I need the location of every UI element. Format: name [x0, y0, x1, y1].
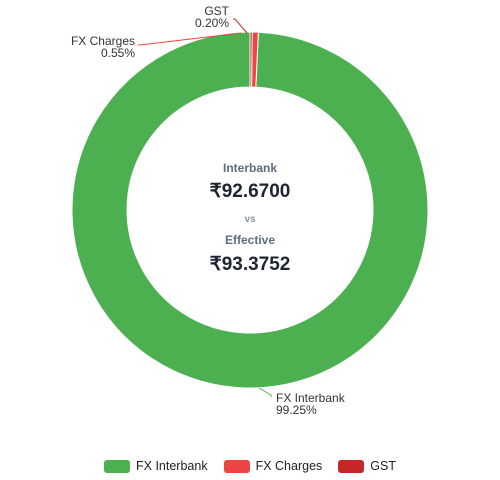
callout-line [258, 387, 272, 397]
center-line2-label: Effective [224, 233, 276, 247]
legend-label: FX Interbank [136, 459, 208, 473]
legend-item-gst[interactable]: GST [338, 459, 396, 473]
legend-swatch [338, 459, 365, 473]
callout-line [138, 32, 242, 46]
center-line1-label: Interbank [222, 161, 277, 175]
legend-swatch [223, 459, 250, 473]
legend-label: GST [370, 459, 396, 473]
callout-category-label: FX Charges [71, 34, 135, 48]
center-line2-value: ₹93.3752 [209, 254, 291, 275]
donut-slice-fx-interbank[interactable] [71, 31, 429, 389]
center-line1-value: ₹92.6700 [209, 181, 291, 202]
callout-value-label: 0.20% [195, 16, 229, 30]
callout-value-label: 99.25% [276, 403, 317, 417]
callout-category-label: GST [204, 4, 229, 18]
callout-value-label: 0.55% [101, 46, 135, 60]
legend-swatch [104, 459, 130, 473]
chart-legend: FX Interbank FX Charges GST [0, 459, 500, 473]
donut-slice-gst[interactable] [249, 31, 253, 88]
callout-category-label: FX Interbank [276, 391, 346, 405]
legend-item-fx-charges[interactable]: FX Charges [223, 459, 323, 473]
center-separator: vs [244, 214, 256, 225]
callout-line [233, 18, 248, 34]
legend-item-fx-interbank[interactable]: FX Interbank [104, 459, 208, 473]
legend-label: FX Charges [255, 459, 323, 473]
